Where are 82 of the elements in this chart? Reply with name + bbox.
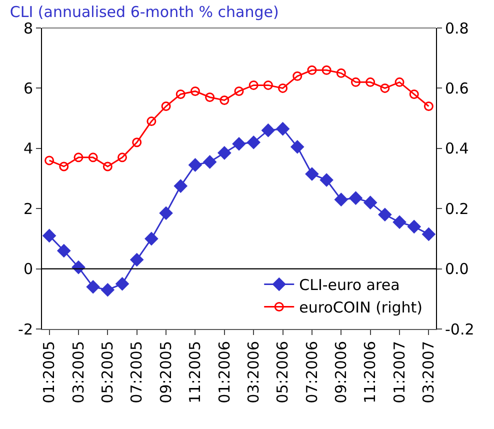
y-tick-label: -2 <box>18 320 33 338</box>
point <box>378 208 392 222</box>
point <box>422 228 436 241</box>
point <box>132 138 142 148</box>
chart-title: CLI (annualised 6-month % change) <box>10 2 279 21</box>
x-tick-label: 05:2005 <box>98 341 117 404</box>
y2-tick-label: 0.0 <box>445 260 469 278</box>
point <box>262 124 275 137</box>
point <box>290 140 304 154</box>
point <box>118 152 128 162</box>
point <box>320 173 334 187</box>
point <box>174 179 188 193</box>
x-tick-label: 07:2005 <box>128 341 146 404</box>
point <box>44 156 54 166</box>
point <box>248 80 258 90</box>
y-tick-label: 8 <box>23 19 33 38</box>
point <box>232 137 246 150</box>
point <box>408 220 421 234</box>
legend-label: euroCOIN (right) <box>299 298 423 317</box>
x-tick-label: 11:2006 <box>361 341 380 404</box>
point <box>218 146 232 160</box>
point <box>305 167 319 181</box>
point <box>203 155 216 169</box>
point <box>88 152 98 162</box>
y-tick-label: 2 <box>23 200 33 218</box>
x-tick-label: 01:2006 <box>215 341 234 404</box>
point <box>350 77 360 87</box>
point <box>161 102 171 112</box>
x-tick-label: 11:2005 <box>186 341 204 404</box>
legend-label: CLI-euro area <box>299 276 400 294</box>
point <box>334 192 348 206</box>
point <box>130 253 144 266</box>
x-tick-label: 09:2006 <box>332 341 350 404</box>
point <box>159 206 173 220</box>
point <box>366 77 376 87</box>
point <box>86 280 100 294</box>
x-tick-label: 07:2006 <box>302 341 321 404</box>
point <box>234 86 244 96</box>
point <box>176 89 186 99</box>
point <box>101 283 114 296</box>
point <box>424 102 434 112</box>
point <box>307 65 317 75</box>
point <box>364 196 377 210</box>
point <box>205 92 215 102</box>
point <box>42 229 56 242</box>
y2-tick-label: 0.4 <box>445 140 469 158</box>
point <box>190 86 200 96</box>
y2-tick-label: 0.2 <box>445 200 469 218</box>
point <box>278 83 288 93</box>
x-tick-label: 01:2007 <box>390 341 408 404</box>
x-tick-label: 09:2005 <box>156 341 175 404</box>
point <box>336 68 346 78</box>
point <box>74 152 84 162</box>
y-tick-label: 0 <box>23 260 33 278</box>
y2-tick-label: -0.2 <box>445 320 474 338</box>
point <box>292 71 302 81</box>
point <box>380 83 390 93</box>
point <box>220 95 230 105</box>
point <box>146 116 156 126</box>
x-tick-label: 03:2007 <box>420 341 438 404</box>
point <box>188 158 202 172</box>
y-tick-label: 6 <box>23 79 33 98</box>
x-tick-label: 03:2006 <box>244 341 262 404</box>
point <box>409 89 419 99</box>
point <box>394 77 404 87</box>
y-tick-label: 4 <box>23 140 33 158</box>
point <box>102 162 112 172</box>
point <box>144 232 158 246</box>
point <box>246 136 260 149</box>
point <box>57 244 70 258</box>
point <box>276 122 290 136</box>
x-tick-label: 03:2005 <box>69 341 88 404</box>
point <box>392 216 406 229</box>
point <box>349 191 362 205</box>
x-tick-label: 01:2005 <box>40 341 58 404</box>
point <box>59 162 69 172</box>
point <box>322 65 332 75</box>
point <box>263 80 273 90</box>
point <box>116 277 129 290</box>
x-tick-label: 05:2006 <box>274 341 292 404</box>
y2-tick-label: 0.6 <box>445 79 469 98</box>
y2-tick-label: 0.8 <box>445 19 469 38</box>
